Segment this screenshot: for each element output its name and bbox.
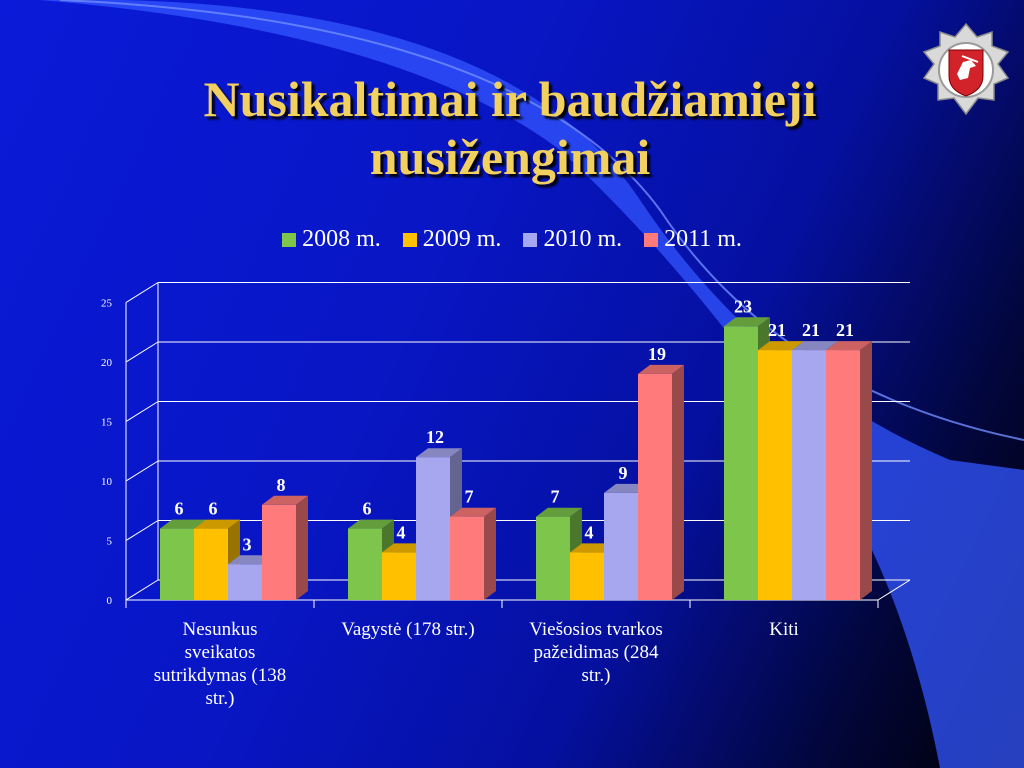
- bar: [604, 492, 638, 600]
- x-tick-label-line: str.): [205, 688, 235, 709]
- police-badge-emblem: [922, 22, 1010, 116]
- bar-top: [348, 519, 394, 529]
- bar-top: [194, 519, 240, 529]
- bar: [228, 564, 262, 600]
- gridline-side: [125, 579, 159, 601]
- data-label: 23: [734, 296, 752, 316]
- gridline-side: [125, 460, 159, 482]
- x-tick-label-line: sveikatos: [184, 642, 256, 663]
- slide-title-line-2: nusižengimai: [369, 129, 651, 185]
- bar-top: [758, 341, 804, 351]
- y-tick-label: 20: [101, 357, 113, 369]
- data-label: 7: [465, 487, 474, 507]
- x-tick-label-line: Viešosios tvarkos: [529, 619, 663, 640]
- legend-item-2: 2010 m.: [523, 226, 622, 253]
- floor-edge: [877, 579, 911, 601]
- y-tick-label: 5: [107, 536, 113, 548]
- data-label: 4: [397, 522, 406, 542]
- y-tick-label: 15: [101, 417, 113, 429]
- legend-swatch: [644, 232, 659, 247]
- data-label: 6: [209, 499, 218, 519]
- bar-top: [826, 341, 872, 351]
- x-tick-label: Viešosios tvarkos pažeidimas (284 str.): [501, 618, 691, 687]
- bar-side: [484, 507, 496, 600]
- x-tick-label: Kiti: [689, 618, 879, 641]
- bar: [194, 528, 228, 600]
- bar-top: [724, 317, 770, 327]
- legend-label: 2010 m.: [543, 226, 623, 252]
- data-label: 6: [363, 499, 372, 519]
- bar: [638, 373, 672, 600]
- gridline-side: [125, 282, 159, 303]
- bar: [382, 552, 416, 600]
- data-label: 7: [551, 487, 560, 507]
- bar-top: [638, 364, 684, 374]
- legend-swatch: [523, 232, 538, 247]
- bar-top: [536, 507, 582, 517]
- data-label: 21: [836, 320, 854, 340]
- bar-top: [262, 495, 308, 505]
- legend-swatch: [402, 232, 417, 247]
- legend-item-1: 2009 m.: [402, 226, 502, 253]
- bar-side: [672, 364, 684, 600]
- x-tick-label: Nesunkus sveikatos sutrikdymas (138 str.): [125, 618, 315, 710]
- bar: [724, 326, 758, 600]
- bar: [570, 552, 604, 600]
- bar: [536, 516, 570, 600]
- bar: [450, 516, 484, 600]
- bar: [758, 350, 792, 600]
- bar: [416, 457, 450, 600]
- chart-legend: 2008 m. 2009 m. 2010 m. 2011 m.: [0, 226, 1024, 253]
- bar-top: [416, 448, 462, 458]
- data-label: 6: [175, 499, 184, 519]
- y-tick-label: 0: [107, 595, 113, 607]
- data-label: 21: [802, 320, 820, 340]
- gridline-side: [125, 520, 159, 541]
- data-label: 19: [648, 344, 666, 364]
- bar-side: [296, 495, 308, 600]
- y-tick-label: 25: [101, 298, 113, 310]
- legend-label: 2011 m.: [664, 226, 742, 252]
- data-label: 8: [277, 475, 286, 495]
- slide-title: Nusikaltimai ir baudžiamieji nusižengima…: [110, 70, 910, 186]
- x-tick-label-line: Vagystė (178 str.): [341, 619, 475, 640]
- bar: [262, 504, 296, 600]
- x-tick-label-line: Nesunkus: [182, 619, 258, 640]
- bar: [792, 350, 826, 600]
- legend-swatch: [282, 232, 297, 247]
- data-label: 12: [426, 427, 444, 447]
- bar-side: [860, 341, 872, 600]
- gridline-side: [125, 341, 159, 363]
- data-label: 9: [619, 463, 628, 483]
- x-tick-label-line: Kiti: [769, 619, 799, 640]
- x-tick-label-line: str.): [581, 665, 611, 686]
- legend-item-3: 2011 m.: [644, 226, 742, 253]
- bar: [826, 350, 860, 600]
- slide-title-line-1: Nusikaltimai ir baudžiamieji: [203, 71, 817, 127]
- y-tick-label: 10: [101, 476, 113, 488]
- legend-label: 2009 m.: [422, 226, 502, 252]
- x-tick-label-line: pažeidimas (284: [533, 642, 659, 663]
- gridline-side: [125, 401, 159, 422]
- bar-top: [792, 341, 838, 351]
- x-tick-label-line: sutrikdymas (138: [153, 665, 287, 686]
- data-label: 4: [585, 522, 594, 542]
- data-label: 21: [768, 320, 786, 340]
- bar: [348, 528, 382, 600]
- bar-top: [160, 519, 206, 529]
- bar-top: [450, 507, 496, 517]
- legend-item-0: 2008 m.: [282, 226, 381, 253]
- legend-label: 2008 m.: [302, 226, 381, 252]
- x-tick-label: Vagystė (178 str.): [313, 618, 503, 641]
- data-label: 3: [243, 534, 252, 554]
- bar: [160, 528, 194, 600]
